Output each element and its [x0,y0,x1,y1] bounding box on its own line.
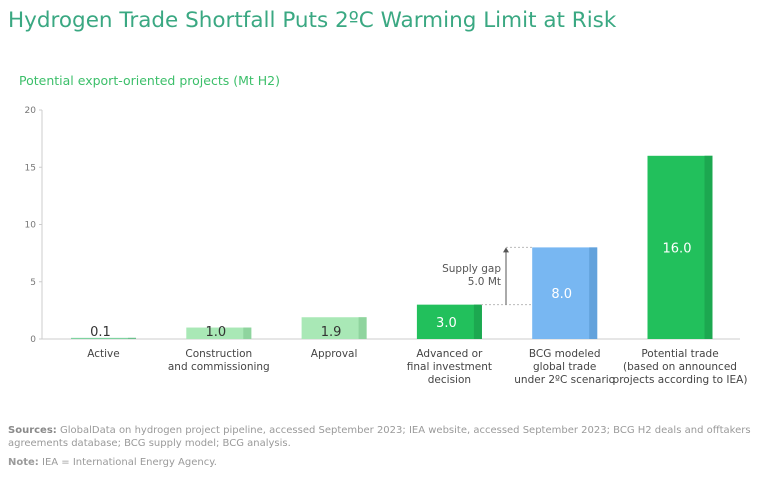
y-tick-label: 15 [25,163,36,173]
data-label: 1.9 [321,325,342,340]
x-tick-label: global trade [533,361,596,373]
bar-shade [704,155,713,339]
bar [186,327,252,339]
gap-annotation: 5.0 Mt [468,276,501,288]
y-tick-label: 20 [25,106,37,116]
x-tick-label: Potential trade [641,348,718,360]
page-title: Hydrogen Trade Shortfall Puts 2ºC Warmin… [8,8,617,33]
bar [647,155,713,339]
data-label: 0.1 [90,325,111,340]
note-label: Note: [8,457,39,468]
x-tick-label: decision [428,374,471,386]
x-tick-label: Active [87,348,119,360]
x-tick-label: and commissioning [168,361,270,373]
sources-text: GlobalData on hydrogen project pipeline,… [8,425,751,449]
y-tick-label: 0 [30,335,36,345]
bar-shade [128,337,136,339]
arrow-head-icon [503,247,509,253]
bar [416,304,482,339]
sources-label: Sources: [8,425,57,436]
x-tick-label: BCG modeled [529,348,601,360]
bar [71,337,136,339]
data-label: 3.0 [436,316,457,331]
data-label: 8.0 [551,287,572,302]
data-label: 1.0 [205,325,226,340]
data-label: 16.0 [663,241,692,256]
bar-shade [243,327,252,339]
y-tick-label: 10 [25,221,37,231]
bar-shade [589,247,598,339]
x-tick-label: final investment [407,361,492,373]
sources: Sources: GlobalData on hydrogen project … [8,424,763,450]
gap-annotation: Supply gap [442,263,501,275]
x-tick-label: (based on announced [623,361,737,373]
x-tick-label: projects according to IEA) [613,374,748,386]
note-text: IEA = International Energy Agency. [42,457,217,468]
x-tick-label: under 2ºC scenario [514,374,615,386]
x-tick-label: Advanced or [416,348,483,360]
x-tick-label: Construction [185,348,252,360]
y-tick-label: 5 [30,278,36,288]
bar [532,247,598,339]
x-tick-label: Approval [311,348,358,360]
note: Note: IEA = International Energy Agency. [8,457,217,468]
chart-title: Potential export-oriented projects (Mt H… [19,73,280,88]
bar [301,317,367,339]
bar-shade [473,304,482,339]
bar-shade [358,317,367,339]
